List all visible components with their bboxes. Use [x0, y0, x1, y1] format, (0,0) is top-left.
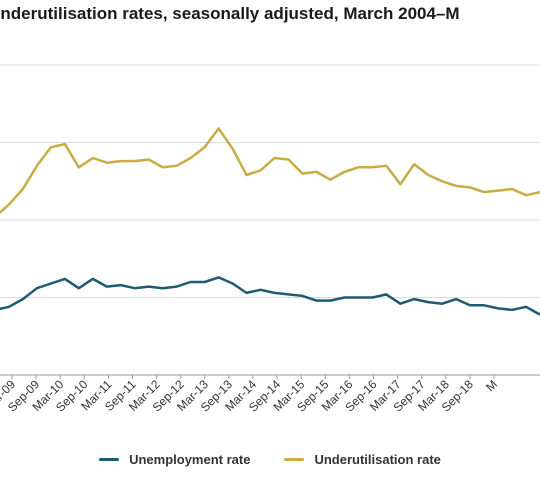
gridlines: [0, 64, 540, 298]
legend-label-underutilisation: Underutilisation rate: [314, 452, 441, 467]
legend-swatch-unemployment: [99, 458, 120, 461]
legend-item-underutilisation: Underutilisation rate: [284, 452, 441, 467]
series-lines: [0, 127, 540, 316]
legend-swatch-underutilisation: [284, 458, 305, 461]
series-line-underutilisation: [0, 127, 540, 215]
x-axis: Mar-09Sep-09Mar-10Sep-10Mar-11Sep-11Mar-…: [0, 374, 540, 414]
chart-title: underutilisation rates, seasonally adjus…: [0, 4, 460, 23]
legend-item-unemployment: Unemployment rate: [99, 452, 250, 467]
legend: Unemployment rate Underutilisation rate: [0, 452, 540, 467]
x-tick-label-20: M: [483, 377, 500, 394]
series-line-unemployment: [0, 276, 540, 316]
legend-label-unemployment: Unemployment rate: [129, 452, 251, 467]
